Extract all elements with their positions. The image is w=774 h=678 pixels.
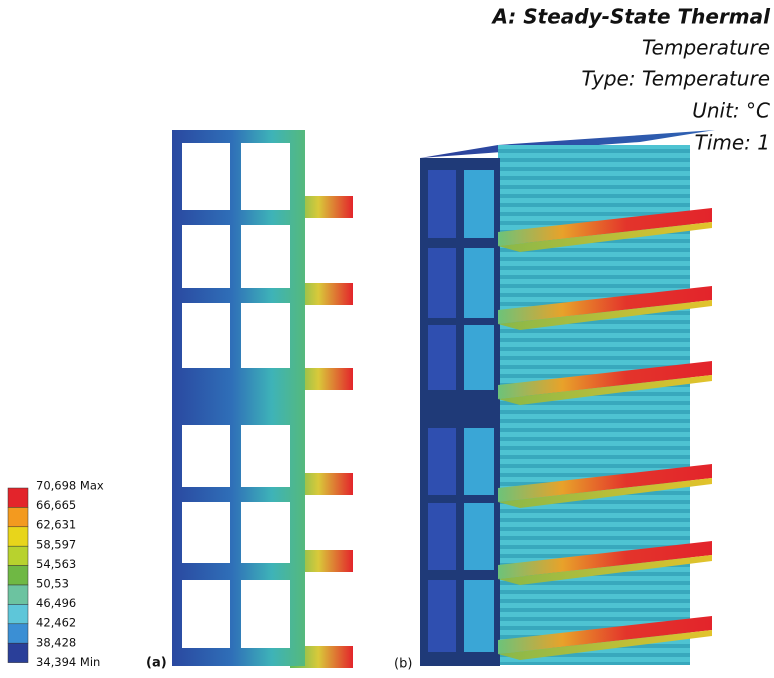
header-title: A: Steady-State Thermal: [490, 5, 771, 29]
fin-bottom: [498, 478, 712, 508]
legend-swatch: [7, 604, 29, 625]
window: [464, 428, 494, 495]
window: [464, 325, 494, 390]
fin-top: [498, 361, 712, 399]
header-line: Time: 1: [695, 131, 770, 155]
window: [182, 425, 230, 487]
legend-swatch: [7, 623, 29, 644]
window: [182, 580, 230, 648]
header-line: Type: Temperature: [582, 67, 770, 91]
fin-bottom: [498, 630, 712, 660]
fin-bottom: [498, 222, 712, 252]
window: [182, 143, 230, 210]
legend: 70,698 Max 66,665 62,631 58,597 54,563 50,53 4…: [7, 479, 104, 669]
window: [241, 143, 290, 210]
window: [428, 580, 456, 652]
fin-top: [498, 541, 712, 579]
legend-label: 38,428: [36, 635, 76, 649]
legend-label: 70,698 Max: [36, 479, 104, 493]
top-face: [420, 130, 715, 158]
legend-label: 50,53: [36, 577, 69, 591]
window: [182, 303, 230, 368]
fin-top: [498, 616, 712, 654]
legend-label: 66,665: [36, 498, 76, 512]
window: [464, 248, 494, 318]
legend-swatch: [7, 526, 29, 547]
legend-swatch: [7, 584, 29, 605]
fin: [290, 646, 353, 668]
fin: [290, 473, 353, 495]
fin: [290, 550, 353, 572]
window: [428, 170, 456, 238]
window: [428, 503, 456, 570]
fin-bottom: [498, 300, 712, 330]
window: [182, 502, 230, 563]
window: [182, 225, 230, 288]
panel-b: [420, 130, 715, 666]
legend-swatch: [7, 507, 29, 528]
window: [464, 580, 494, 652]
frame: [172, 130, 305, 666]
window: [428, 428, 456, 495]
window: [464, 170, 494, 238]
header-line: Temperature: [642, 36, 770, 60]
fin: [290, 368, 353, 390]
fin-bottom: [498, 555, 712, 585]
fin-bottom: [498, 375, 712, 405]
legend-label: 34,394 Min: [36, 655, 100, 669]
legend-label: 42,462: [36, 616, 76, 630]
window: [428, 248, 456, 318]
legend-swatch: [7, 487, 29, 508]
legend-swatch: [7, 565, 29, 586]
panel-label: (a): [146, 656, 167, 671]
panel-label: (b): [394, 657, 412, 672]
legend-swatch: [7, 545, 29, 566]
window: [241, 580, 290, 648]
fin-top: [498, 464, 712, 502]
window: [464, 503, 494, 570]
window: [241, 303, 290, 368]
window: [428, 325, 456, 390]
header: A: Steady-State Thermal Temperature Type…: [490, 5, 771, 155]
window: [241, 225, 290, 288]
legend-label: 46,496: [36, 596, 76, 610]
fin: [290, 196, 353, 218]
legend-label: 54,563: [36, 557, 76, 571]
legend-label: 62,631: [36, 518, 76, 532]
header-line: Unit: °C: [692, 99, 770, 123]
panel-a: [172, 130, 353, 668]
fin: [290, 283, 353, 305]
window: [241, 502, 290, 563]
window: [241, 425, 290, 487]
fin-top: [498, 286, 712, 324]
legend-swatch: [7, 642, 29, 663]
legend-label: 58,597: [36, 537, 76, 551]
fin-top: [498, 208, 712, 246]
